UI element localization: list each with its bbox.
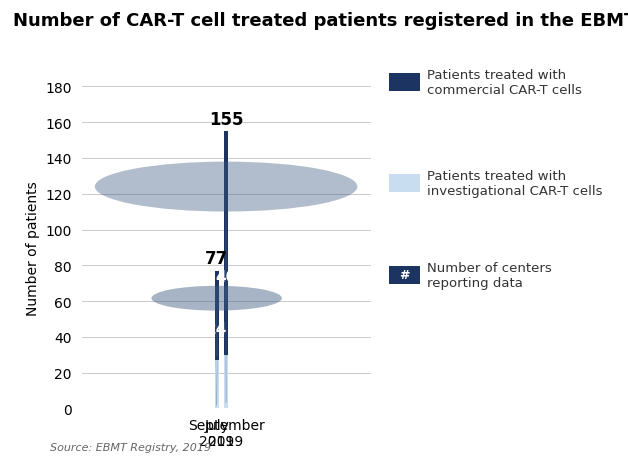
Y-axis label: Number of patients: Number of patients — [26, 181, 40, 315]
Polygon shape — [215, 311, 218, 356]
Polygon shape — [215, 356, 217, 406]
Text: 77: 77 — [205, 250, 229, 268]
Polygon shape — [215, 318, 216, 336]
Text: 24: 24 — [206, 322, 227, 336]
Polygon shape — [226, 303, 227, 403]
Bar — [224, 355, 228, 409]
Text: 155: 155 — [209, 110, 243, 128]
Text: #: # — [399, 269, 409, 282]
Bar — [215, 360, 219, 409]
Text: Source: EBMT Registry, 2019: Source: EBMT Registry, 2019 — [50, 442, 212, 452]
Text: Number of CAR-T cell treated patients registered in the EBMT Registry: Number of CAR-T cell treated patients re… — [13, 11, 628, 29]
Circle shape — [95, 162, 357, 212]
Circle shape — [151, 286, 282, 311]
Polygon shape — [225, 303, 226, 403]
Polygon shape — [225, 212, 227, 303]
Bar — [224, 132, 228, 355]
Polygon shape — [217, 356, 218, 406]
Bar — [215, 271, 219, 360]
Text: 40: 40 — [215, 269, 237, 284]
Text: Number of centers
reporting data: Number of centers reporting data — [427, 262, 552, 289]
Text: Patients treated with
investigational CAR-T cells: Patients treated with investigational CA… — [427, 170, 602, 197]
Text: Patients treated with
commercial CAR-T cells: Patients treated with commercial CAR-T c… — [427, 69, 582, 96]
